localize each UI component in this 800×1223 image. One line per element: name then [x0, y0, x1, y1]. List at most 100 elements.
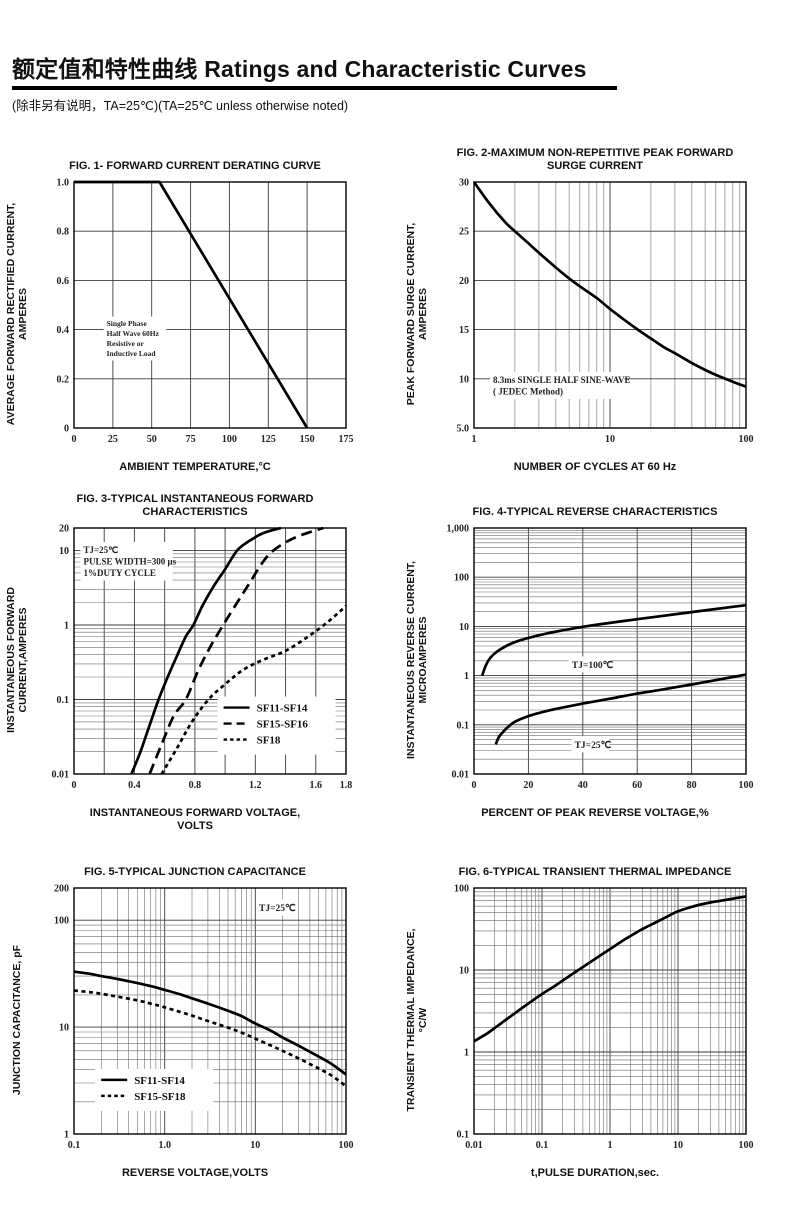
fig5-ylabel-col: JUNCTION CAPACITANCE, pF: [0, 880, 34, 1160]
fig1-annotation: Resistive or: [107, 339, 145, 348]
fig5-plot-border: [73, 886, 347, 1135]
fig6-y-tick: 10: [459, 965, 469, 976]
fig5-x-axis-label: REVERSE VOLTAGE,VOLTS: [121, 1166, 269, 1179]
fig1-y-tick: 0.8: [57, 227, 70, 238]
fig1-plot-svg: 0 25 50 75 100 125 150 175 0 0.2 0.4 0.6 0.8 1.0 Singl…: [57, 178, 354, 446]
fig4-annotation-bg: [568, 656, 612, 673]
fig1-x-tick: 50: [147, 434, 157, 445]
page-title: 额定值和特性曲线 Ratings and Characteristic Curv…: [12, 56, 587, 82]
fig4-x-tick: 60: [632, 780, 642, 791]
fig1-plot-border: [73, 181, 347, 429]
fig5-x-tick: 100: [339, 1140, 354, 1151]
fig4-plot-svg: 0 20 40 60 80 100 0.01 0.1 1 10 100 1,000 TJ=100℃ TJ=…: [447, 524, 754, 792]
fig3-y-tick: 0.01: [52, 770, 70, 781]
title-underline: [12, 86, 617, 90]
fig4-y-tick: 100: [454, 573, 469, 584]
fig3-plot-svg: 0 0.4 0.8 1.2 1.6 1.8 0.01 0.1 1 10 20 TJ=25℃ PULSE …: [52, 524, 353, 792]
fig2-y-tick: 10: [459, 374, 469, 385]
fig1-y-tick: 0.6: [57, 276, 70, 287]
fig2-y-tick: 25: [459, 227, 469, 238]
fig1-x-tick: 175: [339, 434, 354, 445]
page-header: 额定值和特性曲线 Ratings and Characteristic Curv…: [0, 0, 800, 114]
fig4-x-axis-label: PERCENT OF PEAK REVERSE VOLTAGE,%: [481, 807, 709, 820]
fig1-x-tick: 75: [186, 434, 196, 445]
fig2-plot-svg: 1 10 100 5.0 10 15 20 25 30 8.3ms SINGLE HALF SIN…: [457, 178, 754, 446]
fig4-x-tick: 0: [472, 780, 477, 791]
fig1-x-tick: 150: [300, 434, 315, 445]
fig4-x-tick: 100: [739, 780, 754, 791]
fig1-body: AVERAGE FORWARD RECTIFIED CURRENT, AMPER…: [0, 174, 400, 454]
fig5-x-tick: 0.1: [68, 1140, 81, 1151]
fig4-x-tick: 80: [687, 780, 697, 791]
fig3-x-tick: 1.2: [249, 780, 261, 791]
fig3-annotation: TJ=25℃: [84, 545, 119, 555]
fig1-x-tick: 125: [261, 434, 276, 445]
fig4-title: FIG. 4-TYPICAL REVERSE CHARACTERISTICS: [472, 506, 718, 519]
fig5-annotation: TJ=25℃: [259, 903, 296, 914]
fig2-annotation-bg: [490, 371, 625, 399]
fig1-ylabel-col: AVERAGE FORWARD RECTIFIED CURRENT, AMPER…: [0, 174, 34, 454]
fig1-annotation: Inductive Load: [107, 349, 157, 358]
fig5-title: FIG. 5-TYPICAL JUNCTION CAPACITANCE: [84, 865, 306, 878]
fig3-x-axis-label: INSTANTANEOUS FORWARD VOLTAGE, VOLTS: [89, 807, 301, 833]
fig5-legend-bg: [95, 1068, 214, 1111]
fig3-legend-label: SF18: [257, 735, 281, 747]
fig1-annotation-bg: [103, 316, 167, 361]
page-subtitle: (除非另有说明，TA=25℃)(TA=25℃ unless otherwise …: [12, 99, 349, 113]
fig6-x-tick: 0.01: [465, 1140, 483, 1151]
fig3-x-tick: 0.8: [189, 780, 202, 791]
fig6-series-transient-thermal-impedance: [473, 894, 747, 1043]
fig2-title: FIG. 2-MAXIMUM NON-REPETITIVE PEAK FORWA…: [456, 146, 734, 173]
fig2-annotation: 8.3ms SINGLE HALF SINE-WAVE: [493, 375, 631, 385]
fig2-ylabel-col: PEAK FORWARD SURGE CURRENT, AMPERES: [400, 174, 434, 454]
figure-fig5: FIG. 5-TYPICAL JUNCTION CAPACITANCE JUNC…: [0, 850, 400, 1180]
fig2-y-axis-label: PEAK FORWARD SURGE CURRENT, AMPERES: [404, 222, 429, 406]
fig3-legend-label: SF15-SF16: [257, 719, 309, 731]
fig5-series-SF15-SF18: [73, 988, 347, 1087]
fig5-series-SF11-SF14: [73, 969, 347, 1076]
fig4-gridlines: [473, 527, 747, 775]
fig4-series-TJ-100C: [480, 604, 747, 677]
fig1-gridlines: [73, 181, 347, 429]
fig5-legend-label: SF11-SF14: [134, 1074, 185, 1086]
fig5-body: JUNCTION CAPACITANCE, pF 0.1 1.0 10 100 1 10 1…: [0, 880, 400, 1160]
fig5-y-tick: 10: [59, 1022, 69, 1033]
fig4-x-tick: 40: [578, 780, 588, 791]
fig5-annotation-bg: [256, 899, 294, 916]
fig4-body: INSTANTANEOUS REVERSE CURRENT, MICROAMPE…: [400, 520, 800, 800]
fig3-x-tick: 1.8: [340, 780, 353, 791]
fig5-y-tick: 100: [54, 915, 69, 926]
fig6-x-tick: 0.1: [536, 1140, 549, 1151]
fig2-series-surge-current: [472, 181, 747, 388]
fig4-x-tick: 20: [523, 780, 533, 791]
fig2-y-tick: 5.0: [457, 424, 470, 435]
fig2-x-axis-label: NUMBER OF CYCLES AT 60 Hz: [513, 461, 677, 473]
fig4-series-TJ-25C: [494, 673, 747, 746]
fig6-plot-border: [473, 886, 747, 1135]
fig2-x-tick: 100: [739, 434, 754, 445]
figure-fig3: FIG. 3-TYPICAL INSTANTANEOUS FORWARD CHA…: [0, 490, 400, 833]
fig1-x-axis-label: AMBIENT TEMPERATURE,°C: [119, 461, 271, 473]
fig1-annotation: Single Phase: [107, 319, 148, 328]
fig2-y-tick: 30: [459, 178, 469, 189]
fig3-annotation-bg: [80, 542, 173, 581]
fig1-x-tick: 100: [222, 434, 237, 445]
fig5-plot-svg: 0.1 1.0 10 100 1 10 100 200 TJ=25℃ SF11-SF14 SF15-…: [54, 883, 354, 1151]
fig3-series-SF11-SF14: [130, 526, 282, 775]
fig3-y-tick: 0.1: [57, 695, 70, 706]
figure-fig2: FIG. 2-MAXIMUM NON-REPETITIVE PEAK FORWA…: [400, 144, 800, 474]
fig3-x-tick: 1.6: [310, 780, 323, 791]
fig1-annotation: Half Wave 60Hz: [107, 329, 160, 338]
fig3-x-tick: 0: [72, 780, 77, 791]
fig5-y-axis-label: JUNCTION CAPACITANCE, pF: [10, 944, 23, 1095]
fig3-ylabel-col: INSTANTANEOUS FORWARD CURRENT,AMPERES: [0, 520, 34, 800]
fig6-x-tick: 10: [673, 1140, 683, 1151]
fig4-ylabel-col: INSTANTANEOUS REVERSE CURRENT, MICROAMPE…: [400, 520, 434, 800]
fig1-x-tick: 25: [108, 434, 118, 445]
fig1-y-tick: 0.4: [57, 325, 70, 336]
fig3-annotation: PULSE WIDTH=300 μs: [84, 557, 177, 567]
fig2-y-tick: 15: [459, 325, 469, 336]
fig4-y-tick: 0.01: [452, 770, 470, 781]
fig4-annotation: TJ=25℃: [575, 740, 612, 751]
